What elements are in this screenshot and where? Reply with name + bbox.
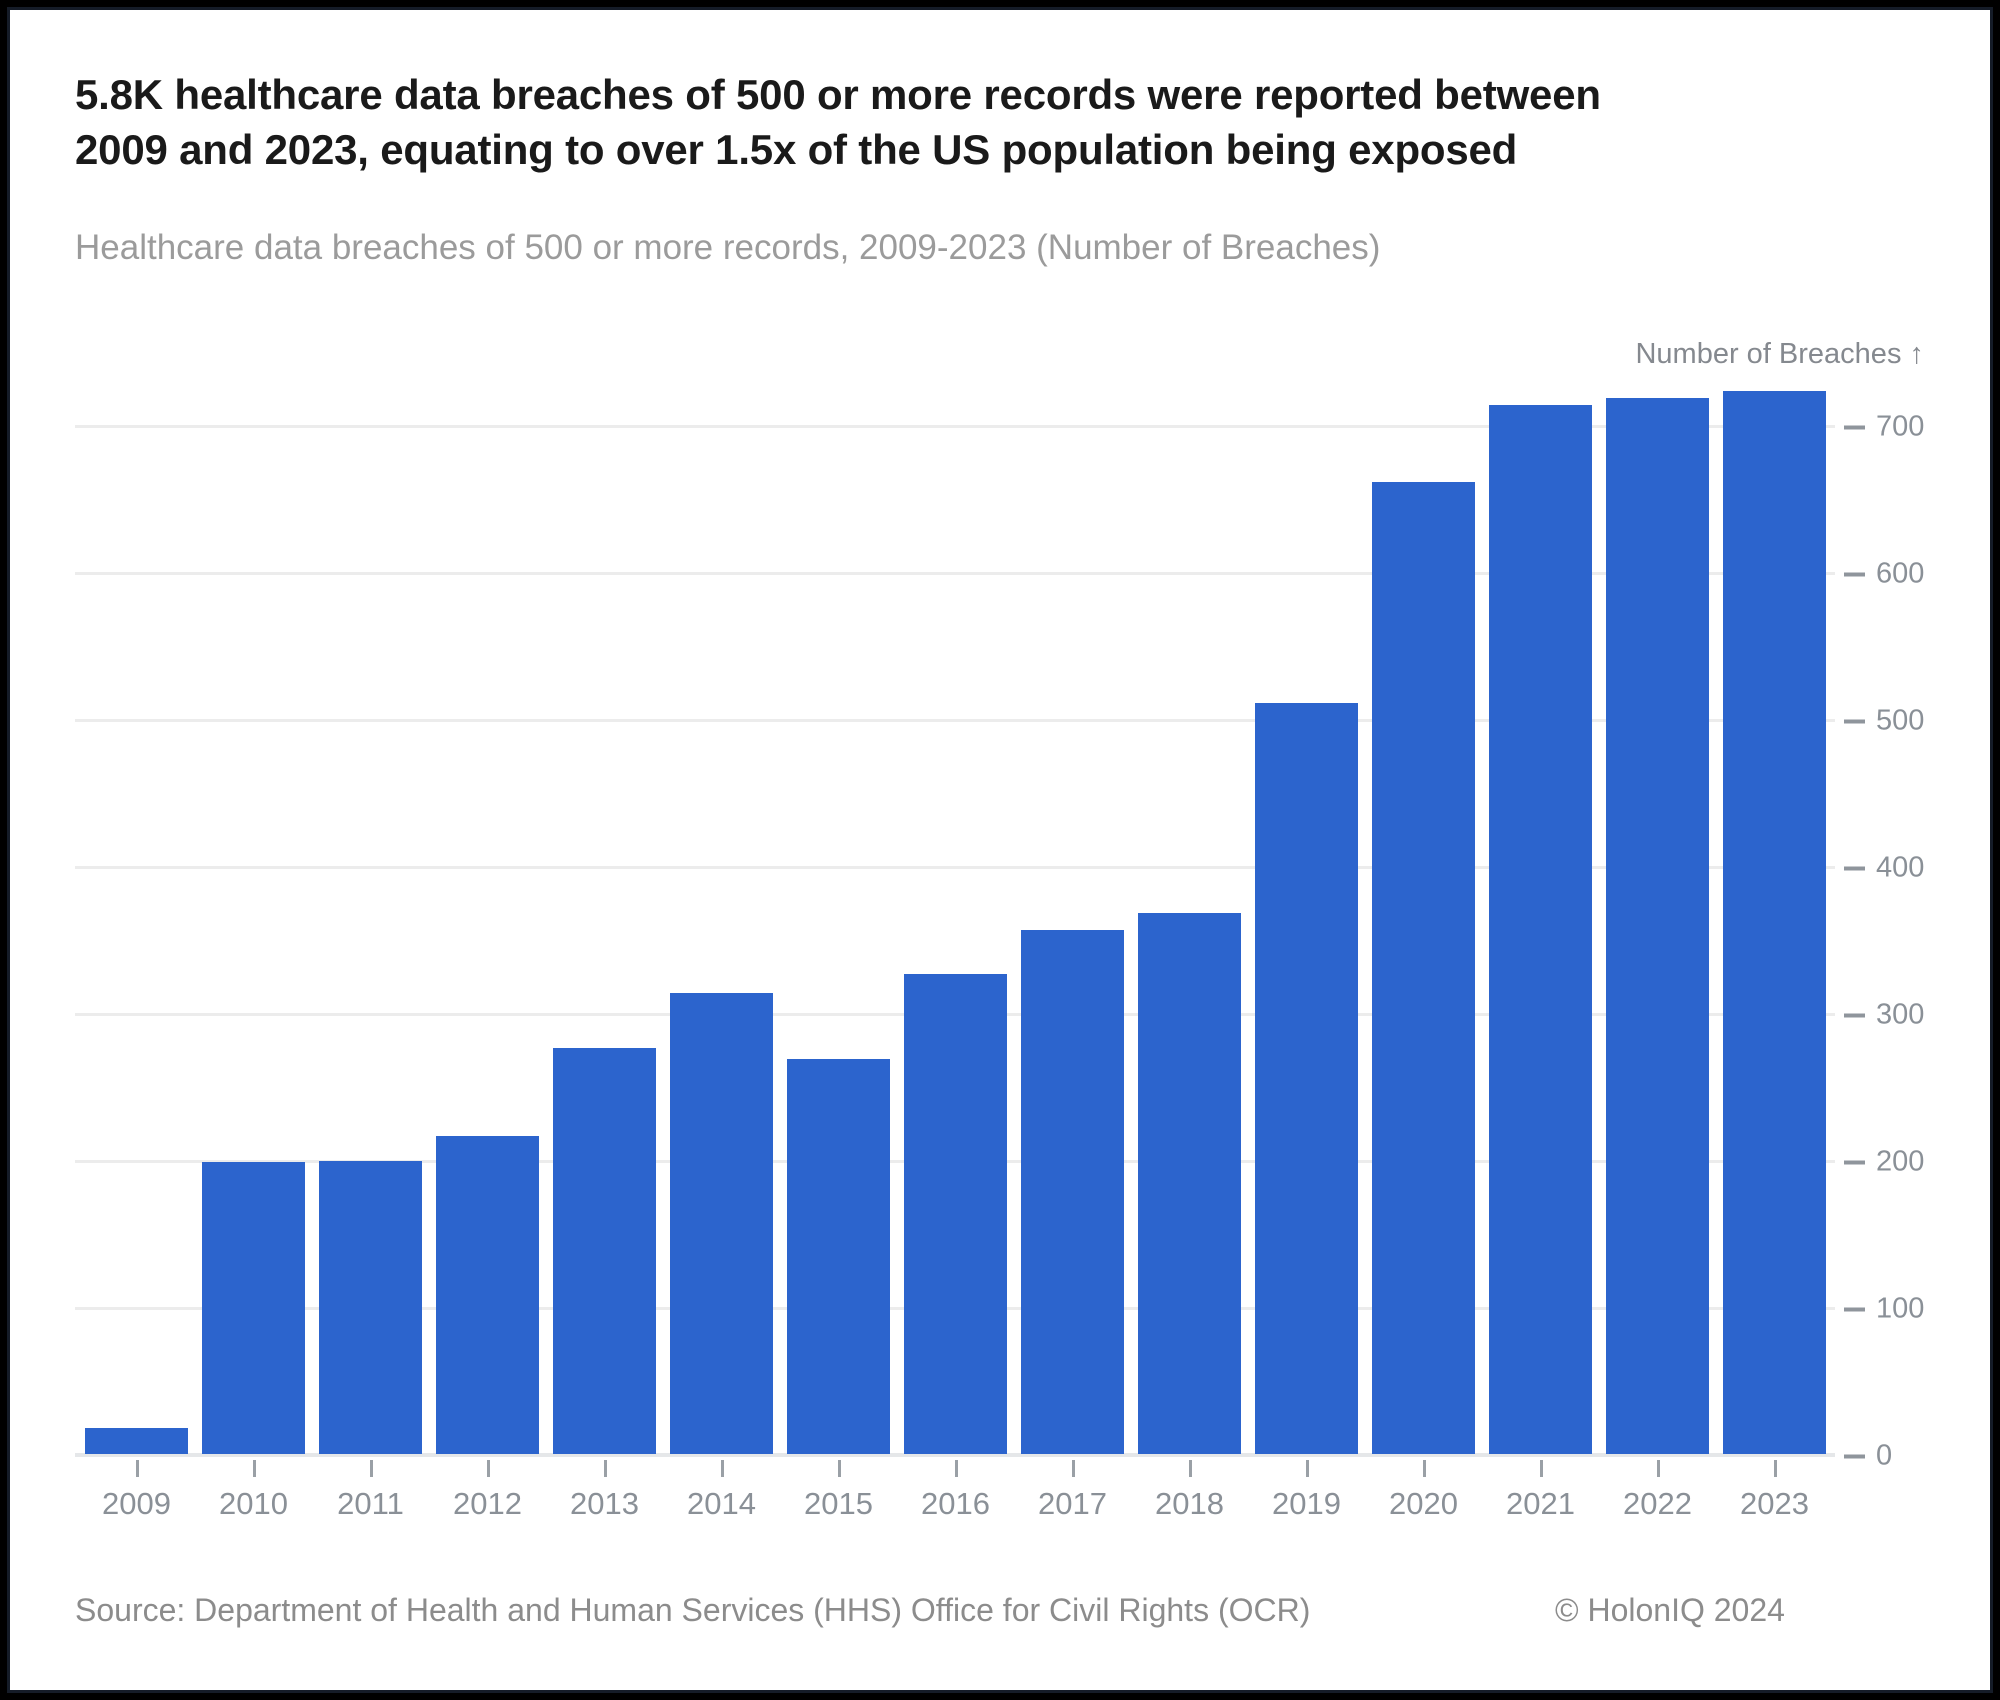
x-label-2012: 2012: [453, 1486, 522, 1521]
x-tick-2011: [369, 1460, 373, 1477]
bar-2016[interactable]: [904, 974, 1007, 1454]
bar-column-2017: 2017: [1021, 376, 1124, 1521]
bar-2014[interactable]: [670, 993, 773, 1454]
y-tick-mark: [1844, 572, 1865, 577]
y-tick-300: 300: [1844, 999, 1924, 1032]
bar-2021[interactable]: [1489, 405, 1592, 1454]
bar-column-2012: 2012: [436, 376, 539, 1521]
y-tick-mark: [1844, 1160, 1865, 1165]
bar-column-2014: 2014: [670, 376, 773, 1521]
bar-column-2013: 2013: [553, 376, 656, 1521]
x-label-2022: 2022: [1623, 1486, 1692, 1521]
y-tick-label: 600: [1876, 557, 1925, 590]
x-tick-2013: [603, 1460, 607, 1477]
x-tick-2020: [1422, 1460, 1426, 1477]
x-tick-2014: [720, 1460, 724, 1477]
x-label-2020: 2020: [1389, 1486, 1458, 1521]
bar-2019[interactable]: [1255, 703, 1358, 1454]
x-tick-2009: [135, 1460, 139, 1477]
bar-column-2011: 2011: [319, 376, 422, 1521]
y-tick-mark: [1844, 1013, 1865, 1018]
bar-column-2023: 2023: [1723, 376, 1826, 1521]
x-tick-2012: [486, 1460, 490, 1477]
x-label-2016: 2016: [921, 1486, 990, 1521]
gridline-600: [75, 572, 1835, 576]
x-tick-2023: [1773, 1460, 1777, 1477]
y-axis-title: Number of Breaches ↑: [1635, 338, 1924, 370]
y-tick-label: 700: [1876, 410, 1925, 443]
y-tick-label: 100: [1876, 1292, 1925, 1325]
gridline-500: [75, 719, 1835, 723]
x-label-2010: 2010: [219, 1486, 288, 1521]
bar-column-2019: 2019: [1255, 376, 1358, 1521]
bar-2011[interactable]: [319, 1160, 422, 1454]
y-tick-mark: [1844, 719, 1865, 724]
bar-column-2016: 2016: [904, 376, 1007, 1521]
bar-2013[interactable]: [553, 1047, 656, 1454]
bar-2020[interactable]: [1372, 481, 1475, 1454]
x-label-2018: 2018: [1155, 1486, 1224, 1521]
y-tick-mark: [1844, 1307, 1865, 1312]
y-tick-500: 500: [1844, 705, 1924, 738]
y-tick-label: 0: [1876, 1439, 1893, 1472]
x-tick-2017: [1071, 1460, 1075, 1477]
bar-column-2020: 2020: [1372, 376, 1475, 1521]
chart-title: 5.8K healthcare data breaches of 500 or …: [75, 71, 1601, 173]
y-tick-400: 400: [1844, 852, 1924, 885]
y-tick-mark: [1844, 866, 1865, 871]
bars-layer: 2009 2010 2011 2012 2013 2014 2015 2016 2017 2018…: [85, 376, 1826, 1521]
chart-subtitle: Healthcare data breaches of 500 or more …: [75, 228, 1381, 267]
bar-chart-plot-area: 2009 2010 2011 2012 2013 2014 2015 2016 2017 2018…: [75, 376, 1924, 1521]
bar-column-2015: 2015: [787, 376, 890, 1521]
bar-2023[interactable]: [1723, 390, 1826, 1454]
bar-column-2022: 2022: [1606, 376, 1709, 1521]
x-label-2017: 2017: [1038, 1486, 1107, 1521]
x-label-2023: 2023: [1740, 1486, 1809, 1521]
bar-2015[interactable]: [787, 1059, 890, 1454]
x-label-2011: 2011: [337, 1486, 404, 1521]
gridline-700: [75, 425, 1835, 429]
chart-card: 5.8K healthcare data breaches of 500 or …: [7, 7, 1993, 1693]
y-tick-label: 500: [1876, 704, 1925, 737]
bar-2010[interactable]: [202, 1162, 305, 1454]
x-label-2015: 2015: [804, 1486, 873, 1521]
bar-2022[interactable]: [1606, 398, 1709, 1454]
x-label-2009: 2009: [102, 1486, 171, 1521]
x-tick-2019: [1305, 1460, 1309, 1477]
x-label-2019: 2019: [1272, 1486, 1341, 1521]
x-tick-2015: [837, 1460, 841, 1477]
bar-2017[interactable]: [1021, 930, 1124, 1454]
y-tick-label: 300: [1876, 998, 1925, 1031]
bar-column-2009: 2009: [85, 376, 188, 1521]
y-tick-mark: [1844, 425, 1865, 430]
copyright-text: © HolonIQ 2024: [1555, 1592, 1785, 1628]
y-tick-0: 0: [1844, 1440, 1892, 1473]
x-tick-2016: [954, 1460, 958, 1477]
bar-2012[interactable]: [436, 1135, 539, 1454]
x-label-2021: 2021: [1506, 1486, 1575, 1521]
gridline-400: [75, 866, 1835, 870]
bar-2018[interactable]: [1138, 912, 1241, 1454]
x-label-2013: 2013: [570, 1486, 639, 1521]
y-tick-label: 400: [1876, 851, 1925, 884]
x-axis-baseline: [75, 1453, 1835, 1457]
bar-2009[interactable]: [85, 1427, 188, 1454]
y-tick-label: 200: [1876, 1145, 1925, 1178]
y-tick-200: 200: [1844, 1146, 1924, 1179]
y-tick-100: 100: [1844, 1293, 1924, 1326]
x-label-2014: 2014: [687, 1486, 756, 1521]
x-tick-2022: [1656, 1460, 1660, 1477]
x-tick-2010: [252, 1460, 256, 1477]
source-text: Source: Department of Health and Human S…: [75, 1592, 1311, 1628]
bar-column-2018: 2018: [1138, 376, 1241, 1521]
x-tick-2021: [1539, 1460, 1543, 1477]
y-tick-600: 600: [1844, 558, 1924, 591]
bar-column-2010: 2010: [202, 376, 305, 1521]
y-tick-mark: [1844, 1454, 1865, 1458]
y-tick-700: 700: [1844, 411, 1924, 444]
bar-column-2021: 2021: [1489, 376, 1592, 1521]
x-tick-2018: [1188, 1460, 1192, 1477]
